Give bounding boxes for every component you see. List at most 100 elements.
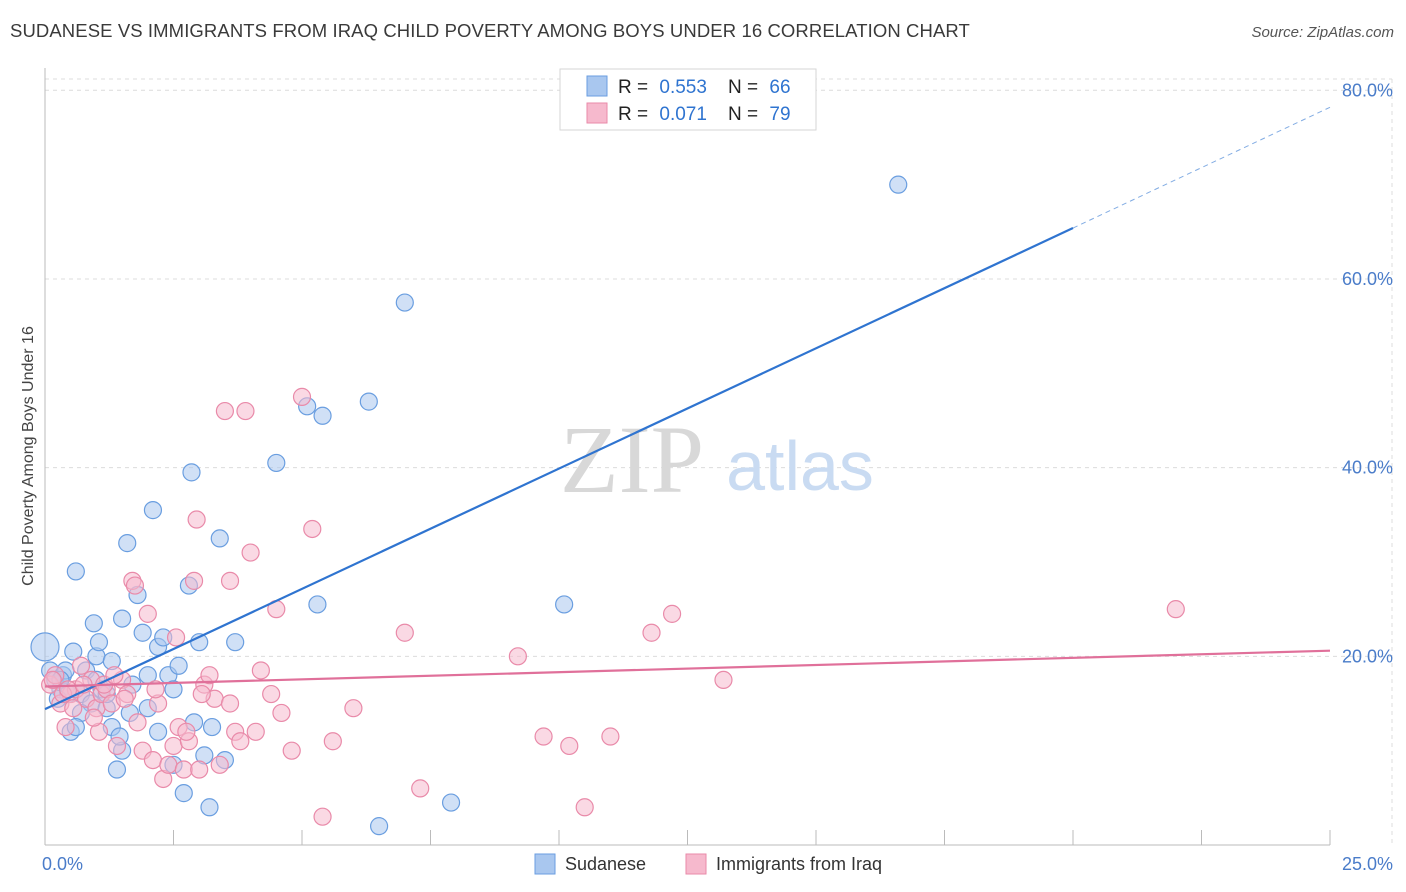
point-iraq xyxy=(508,647,527,666)
legend-n-value-1: 66 xyxy=(769,77,790,98)
point-iraq xyxy=(642,623,661,642)
point-iraq xyxy=(128,713,147,732)
point-iraq xyxy=(115,689,134,708)
tick-labels: 20.0% 40.0% 60.0% 80.0% 0.0% 25.0% xyxy=(42,80,1393,874)
point-iraq xyxy=(282,741,301,760)
point-sudanese xyxy=(182,463,201,482)
point-sudanese xyxy=(174,784,193,803)
legend-bottom-sudanese: Sudanese xyxy=(565,854,646,874)
point-iraq xyxy=(64,699,83,718)
point-iraq xyxy=(313,807,332,826)
watermark: ZIP atlas xyxy=(560,406,874,513)
point-iraq xyxy=(534,727,553,746)
legend-bottom: Sudanese Immigrants from Iraq xyxy=(534,853,882,875)
trend-line-sudanese-extension xyxy=(1072,106,1331,229)
point-iraq xyxy=(303,519,322,539)
legend-swatch-blue xyxy=(586,75,608,97)
point-sudanese xyxy=(226,633,245,652)
axes xyxy=(44,68,1331,846)
point-sudanese xyxy=(30,632,60,662)
point-iraq xyxy=(210,755,229,774)
point-iraq xyxy=(184,571,204,590)
point-iraq xyxy=(56,717,75,737)
legend-n-label-1: N = xyxy=(728,77,758,98)
trend-line-iraq xyxy=(44,649,1331,688)
point-iraq xyxy=(190,760,209,779)
point-iraq xyxy=(220,571,240,590)
point-iraq xyxy=(215,401,234,421)
point-iraq xyxy=(177,722,196,741)
point-iraq xyxy=(246,722,265,741)
point-iraq xyxy=(344,699,363,718)
point-sudanese xyxy=(66,562,85,581)
point-sudanese xyxy=(889,175,908,194)
point-sudanese xyxy=(89,633,109,652)
point-iraq xyxy=(146,680,165,699)
point-sudanese xyxy=(107,760,127,779)
legend-bottom-swatch-sudanese xyxy=(534,853,556,875)
point-iraq xyxy=(231,732,250,751)
point-iraq xyxy=(200,666,219,685)
point-iraq xyxy=(714,670,733,690)
point-iraq xyxy=(560,736,579,756)
point-iraq xyxy=(107,736,127,756)
legend-swatch-pink xyxy=(586,102,608,124)
point-sudanese xyxy=(395,293,414,312)
point-iraq xyxy=(323,732,342,751)
point-iraq xyxy=(164,736,183,756)
legend-n-value-2: 79 xyxy=(769,104,790,125)
point-iraq xyxy=(105,666,124,685)
point-iraq xyxy=(262,684,281,704)
point-sudanese xyxy=(84,614,103,633)
point-sudanese xyxy=(267,453,286,473)
point-sudanese xyxy=(359,392,378,411)
point-iraq xyxy=(601,727,620,746)
legend-bottom-swatch-iraq xyxy=(685,853,707,875)
point-iraq xyxy=(71,656,91,675)
y-axis-label: Child Poverty Among Boys Under 16 xyxy=(20,326,37,586)
source-label: Source: ZipAtlas.com xyxy=(1251,24,1394,41)
point-iraq xyxy=(272,703,291,723)
watermark-atlas: atlas xyxy=(726,427,874,505)
point-iraq xyxy=(411,779,430,798)
point-sudanese xyxy=(370,817,389,836)
watermark-zip: ZIP xyxy=(560,406,704,513)
trend-lines xyxy=(44,106,1331,711)
point-iraq xyxy=(662,604,682,623)
point-iraq xyxy=(192,684,211,704)
point-iraq xyxy=(220,694,240,713)
y-tick-label: 20.0% xyxy=(1342,646,1393,666)
point-iraq xyxy=(125,576,145,595)
point-sudanese xyxy=(164,680,183,699)
y-tick-label: 60.0% xyxy=(1342,269,1393,289)
point-sudanese xyxy=(308,595,327,614)
point-sudanese xyxy=(118,534,137,553)
point-sudanese xyxy=(64,642,83,661)
point-iraq xyxy=(138,604,157,623)
point-iraq xyxy=(241,543,260,562)
point-iraq xyxy=(575,798,594,817)
point-iraq xyxy=(174,760,193,779)
point-sudanese xyxy=(148,722,168,741)
point-iraq xyxy=(84,708,103,727)
point-sudanese xyxy=(169,656,188,675)
svg-text:R = 0.071 N =: R = 0.071 N = 79 xyxy=(618,104,791,125)
point-iraq xyxy=(166,628,186,647)
legend-r-label-2: R = xyxy=(618,104,648,125)
chart-title: SUDANESE VS IMMIGRANTS FROM IRAQ CHILD P… xyxy=(10,20,970,41)
point-sudanese xyxy=(133,623,152,642)
legend-top: R = 0.553 N = 66 R = 0.071 N = 79 xyxy=(559,68,817,131)
svg-text:R = 0.553 N =: R = 0.553 N = 66 xyxy=(618,77,791,98)
x-tick-label-max: 25.0% xyxy=(1342,854,1393,874)
point-iraq xyxy=(251,661,270,680)
point-sudanese xyxy=(441,793,461,812)
point-iraq xyxy=(143,750,163,770)
legend-r-value-2: 0.071 xyxy=(659,104,707,125)
point-sudanese xyxy=(112,609,132,628)
legend-r-label-1: R = xyxy=(618,77,648,98)
x-tick-label-min: 0.0% xyxy=(42,854,83,874)
point-sudanese xyxy=(202,717,222,737)
point-sudanese xyxy=(555,595,574,614)
point-sudanese xyxy=(210,529,229,548)
